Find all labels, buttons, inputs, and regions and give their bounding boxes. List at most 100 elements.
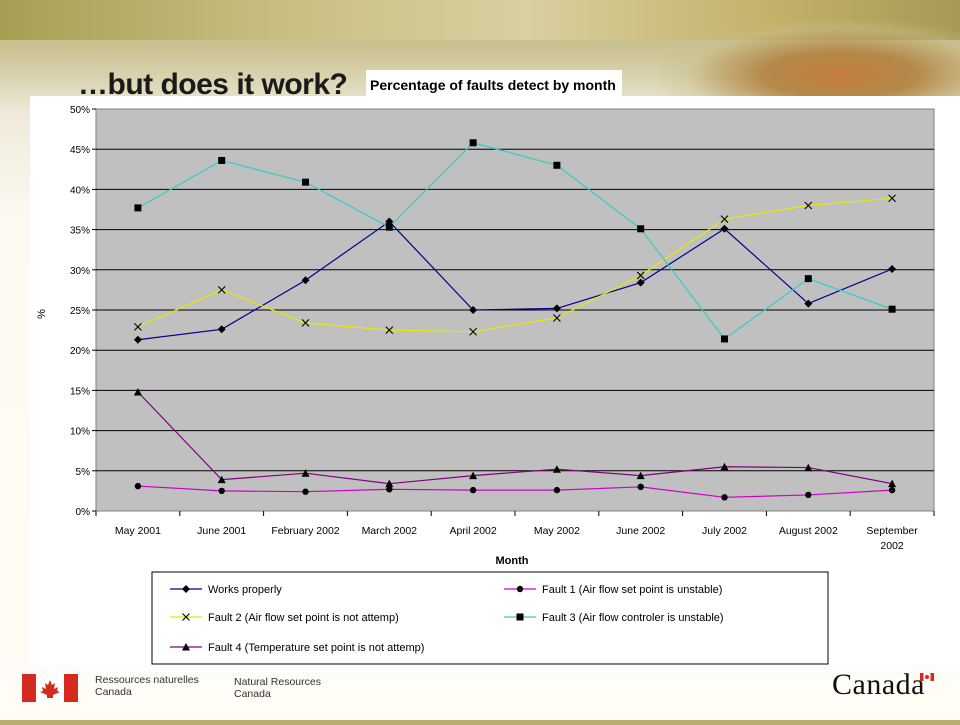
x-axis-ticks: May 2001 June 2001 February 2002 March 2002… [95,511,935,552]
y-tick-label: 20% [70,346,90,357]
data-point-series-4 [218,156,226,164]
data-point-series-2 [386,486,393,493]
legend-marker [516,585,524,593]
data-point-series-2 [553,486,561,494]
x-tick-label: April 2002 [449,525,496,537]
x-tick-label: September [866,525,918,537]
data-point-series-3 [636,271,645,280]
data-point-series-5 [217,475,226,484]
gridlines [96,148,934,472]
data-point-series-4 [469,139,477,147]
data-point-series-4 [553,161,561,169]
x-tick-label: May 2002 [534,525,580,537]
data-point-series-4 [804,275,812,283]
slide-title: …but does it work? [78,68,348,101]
data-point-series-2 [302,488,309,495]
data-point-series-1 [385,217,394,226]
x-tick-label-line2: 2002 [880,540,904,552]
legend-label: Fault 1 (Air flow set point is unstable) [542,584,722,596]
legend-marker [516,613,524,621]
x-tick-label: February 2002 [271,525,339,537]
y-tick-label: 45% [70,145,90,156]
canada-wordmark: Canada [832,668,925,701]
data-point-series-4 [637,225,645,233]
data-point-series-5 [133,388,142,396]
legend-label: Fault 2 (Air flow set point is not attem… [208,612,399,624]
data-point-series-4 [721,335,728,343]
y-tick-label: 25% [70,306,90,317]
series-line-2 [137,485,893,498]
y-tick-label: 0% [76,507,91,518]
series-lines [137,142,893,498]
data-point-series-1 [636,278,645,287]
legend-marker [182,585,190,593]
legend-label: Fault 4 (Temperature set point is not at… [208,642,424,654]
x-tick-label: August 2002 [779,525,838,537]
data-point-series-5 [636,471,645,480]
y-tick-label: 40% [70,185,90,196]
org-fr-line2: Canada [95,686,132,698]
data-point-series-5 [888,479,897,488]
y-axis-ticks: 0% 5% 10% 15% 20% 25% 30% 35% 40% 45% 50% [70,105,96,518]
data-point-series-5 [301,469,310,477]
legend-marker [182,643,190,651]
data-point-series-2 [805,491,812,499]
data-point-series-4 [302,178,309,186]
data-point-series-3 [385,326,394,334]
x-tick-label: June 2001 [197,525,246,537]
data-point-series-1 [133,335,142,344]
org-name-english: Natural Resources Canada [234,676,321,700]
data-point-series-1 [217,325,226,334]
legend-marker [182,613,190,621]
x-axis-label: Month [496,555,529,567]
data-point-series-2 [134,482,142,490]
series-line-3 [137,197,893,333]
legend: Works properly Fault 1 (Air flow set poin… [170,584,724,654]
data-point-series-3 [804,201,813,210]
data-point-series-3 [469,327,477,336]
data-point-series-1 [888,264,897,273]
data-point-series-1 [301,276,310,285]
data-point-series-2 [888,486,896,494]
data-point-series-5 [385,479,394,488]
x-tick-label: June 2002 [616,525,665,537]
data-point-series-1 [804,299,813,308]
series-line-5 [137,391,893,485]
y-tick-label: 10% [70,427,90,438]
wordmark-flag-icon [920,673,934,681]
data-point-series-5 [720,462,729,471]
org-en-line2: Canada [234,688,271,700]
legend-label: Fault 3 (Air flow controler is unstable) [542,612,724,624]
y-axis-label: % [36,309,48,319]
y-tick-label: 15% [70,386,90,397]
org-name-french: Ressources naturelles Canada [95,674,199,698]
x-tick-label: March 2002 [362,525,418,537]
data-point-series-3 [301,318,310,327]
x-tick-label: July 2002 [702,525,747,537]
org-fr-line1: Ressources naturelles [95,674,199,686]
data-point-series-4 [888,305,896,313]
y-tick-label: 50% [70,105,90,116]
y-tick-label: 5% [76,467,91,478]
data-point-series-3 [553,314,561,322]
data-point-series-2 [721,494,728,501]
series-line-4 [137,142,893,340]
data-point-series-4 [385,223,393,231]
chart-title-box [366,70,622,96]
data-point-series-4 [134,204,142,212]
data-point-series-5 [552,465,561,473]
data-point-series-2 [218,487,225,495]
y-tick-label: 30% [70,266,90,277]
data-point-series-2 [469,486,477,494]
legend-box [151,571,829,665]
data-point-series-2 [637,483,644,491]
series-line-1 [137,220,893,341]
data-point-series-3 [217,286,226,294]
data-point-series-1 [469,306,478,314]
chart-title: Percentage of faults detect by month [370,77,616,93]
data-point-series-1 [720,224,729,233]
data-point-series-3 [134,322,142,331]
org-en-line1: Natural Resources [234,676,321,688]
data-point-series-5 [469,471,478,480]
